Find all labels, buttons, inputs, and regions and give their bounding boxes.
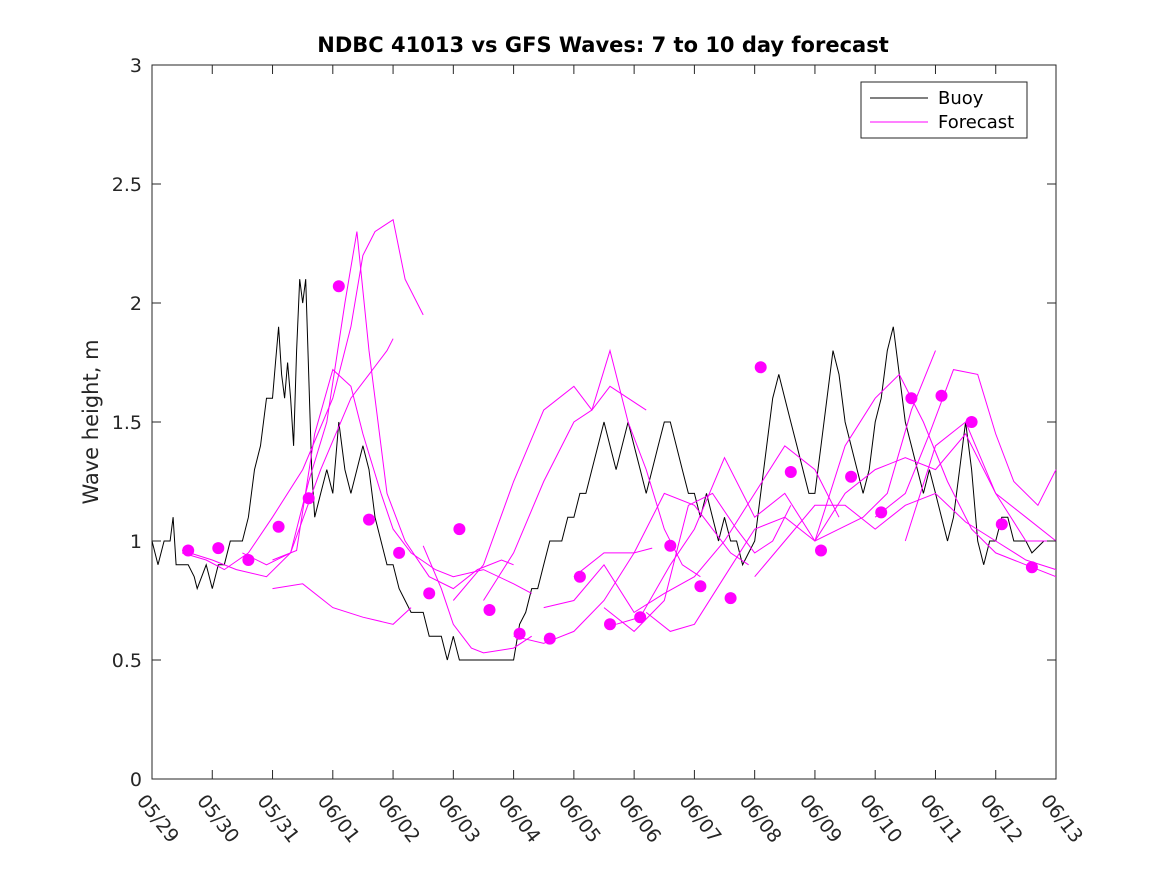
forecast-series-line-5 (272, 583, 412, 625)
forecast-series-line-13 (615, 350, 936, 625)
forecast-marker-28 (1025, 561, 1038, 574)
legend-box (860, 81, 1028, 139)
x-tick-label: 06/09 (795, 791, 846, 848)
forecast-series-line-18 (904, 421, 1057, 542)
y-tick-label: 3 (130, 55, 142, 77)
x-tick-label: 05/30 (192, 791, 243, 848)
forecast-series-line-15 (754, 492, 1057, 578)
x-tick-label: 06/10 (855, 791, 906, 848)
buoy-series-line (151, 279, 1056, 661)
x-tick-label: 06/06 (614, 791, 665, 848)
forecast-marker-5 (332, 280, 345, 293)
x-tick-label: 06/05 (554, 791, 605, 848)
forecast-series-line-10 (543, 445, 840, 614)
forecast-marker-9 (453, 523, 466, 536)
x-tick-label: 06/07 (674, 791, 725, 848)
forecast-marker-12 (543, 632, 556, 645)
x-tick-label: 06/01 (313, 791, 364, 848)
forecast-series-line-7 (452, 385, 647, 601)
forecast-marker-18 (724, 592, 737, 605)
forecast-marker-13 (573, 570, 586, 583)
chart-title: NDBC 41013 vs GFS Waves: 7 to 10 day for… (317, 33, 888, 57)
forecast-marker-7 (393, 546, 406, 559)
forecast-series-line-1 (181, 218, 424, 571)
forecast-series-line-11 (573, 547, 653, 578)
y-tick-label: 1.5 (112, 412, 142, 434)
y-axis: 0 0.5 1 1.5 2 2.5 3 (112, 55, 1056, 791)
forecast-marker-26 (965, 416, 978, 428)
x-tick-label: 06/13 (1036, 791, 1087, 848)
series-layer (151, 218, 1057, 661)
y-tick-label: 1 (130, 531, 142, 553)
forecast-series-line-2 (181, 338, 394, 578)
forecast-marker-20 (784, 466, 797, 478)
forecast-series-line-16 (814, 373, 1057, 578)
forecast-marker-2 (242, 554, 255, 566)
forecast-marker-21 (815, 544, 827, 557)
forecast-marker-0 (182, 544, 195, 557)
forecast-marker-4 (302, 492, 315, 505)
y-tick-label: 2 (130, 293, 142, 315)
forecast-marker-17 (694, 580, 707, 593)
forecast-marker-16 (664, 539, 677, 552)
forecast-marker-25 (935, 389, 948, 402)
x-tick-label: 06/08 (735, 791, 786, 848)
x-tick-label: 05/31 (253, 791, 304, 848)
x-tick-label: 06/04 (494, 791, 545, 848)
x-tick-label: 06/12 (976, 791, 1027, 848)
forecast-marker-10 (483, 604, 496, 616)
x-tick-label: 06/02 (373, 791, 424, 848)
forecast-marker-15 (634, 611, 647, 624)
forecast-marker-3 (272, 520, 285, 533)
y-tick-label: 0 (130, 769, 142, 791)
forecast-series-line-14 (645, 432, 1056, 632)
x-tick-label: 05/29 (132, 791, 183, 848)
marker-layer (182, 280, 1038, 645)
forecast-marker-19 (754, 361, 767, 374)
y-tick-label: 0.5 (112, 650, 142, 672)
forecast-series-line-17 (874, 369, 1057, 518)
forecast-series-line-6 (422, 545, 532, 654)
forecast-marker-6 (363, 513, 375, 526)
forecast-marker-11 (513, 627, 526, 640)
x-tick-label: 06/11 (916, 791, 967, 848)
y-axis-label: Wave height, m (79, 339, 103, 504)
y-tick-label: 2.5 (112, 174, 142, 196)
forecast-marker-1 (212, 542, 225, 555)
forecast-series-line-3 (242, 231, 514, 590)
forecast-marker-14 (604, 618, 616, 631)
forecast-marker-23 (875, 506, 888, 519)
forecast-marker-24 (905, 392, 918, 405)
forecast-series-line-9 (513, 492, 749, 644)
forecast-marker-27 (995, 518, 1008, 531)
legend-label-forecast: Forecast (938, 112, 1014, 133)
legend-label-buoy: Buoy (938, 88, 984, 109)
chart-legend: Buoy Forecast (860, 81, 1028, 139)
x-tick-label: 06/03 (433, 791, 484, 848)
forecast-marker-8 (423, 587, 436, 600)
forecast-marker-22 (845, 470, 858, 483)
